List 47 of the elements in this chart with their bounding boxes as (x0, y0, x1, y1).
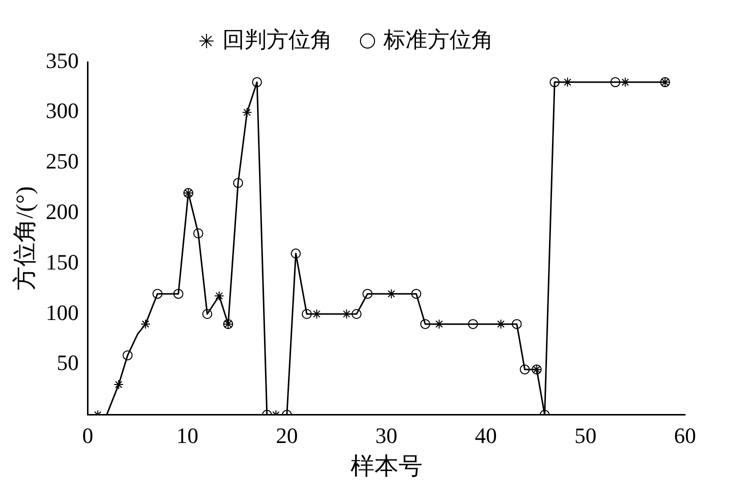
point (386, 288, 396, 299)
point (411, 288, 422, 299)
point (114, 380, 124, 390)
point (252, 77, 262, 88)
point (312, 309, 322, 319)
point (202, 309, 212, 319)
x-tick-label: 0 (82, 422, 94, 448)
y-tick-label: 200 (46, 198, 79, 224)
point (140, 319, 151, 330)
point (233, 178, 244, 188)
point (512, 319, 522, 330)
y-tick-label: 150 (46, 249, 79, 274)
y-tick-label: 100 (46, 300, 79, 325)
point (420, 319, 430, 330)
x-tick-label: 50 (574, 422, 596, 448)
point (290, 248, 301, 259)
x-tick-label: 30 (375, 422, 398, 448)
y-tick-label: 250 (46, 148, 79, 174)
x-tick-label: 60 (674, 422, 696, 448)
point (152, 288, 162, 299)
y-tick-label: 350 (46, 48, 79, 73)
point (242, 107, 252, 118)
point (562, 77, 573, 88)
point (302, 309, 312, 319)
y-tick-label: 300 (46, 98, 79, 124)
point (173, 288, 184, 299)
point (550, 77, 560, 88)
point (620, 77, 630, 88)
point (342, 309, 352, 319)
x-tick-label: 10 (176, 422, 198, 448)
x-tick-label: 40 (474, 422, 497, 448)
x-tick-label: 20 (276, 422, 298, 448)
point (468, 319, 478, 330)
point (122, 350, 133, 360)
point (496, 319, 506, 330)
point (520, 364, 530, 374)
legend-label: 回判方位角 (222, 26, 332, 52)
x-axis-title: 样本号 (350, 454, 422, 480)
point (434, 319, 444, 330)
point (214, 290, 224, 301)
point (610, 77, 620, 88)
point (352, 309, 362, 319)
legend-label: 标准方位角 (382, 26, 494, 52)
point (362, 288, 372, 299)
y-tick-label: 50 (56, 350, 79, 376)
point (193, 228, 204, 238)
y-axis-title: 方位角/(°) (12, 186, 39, 291)
